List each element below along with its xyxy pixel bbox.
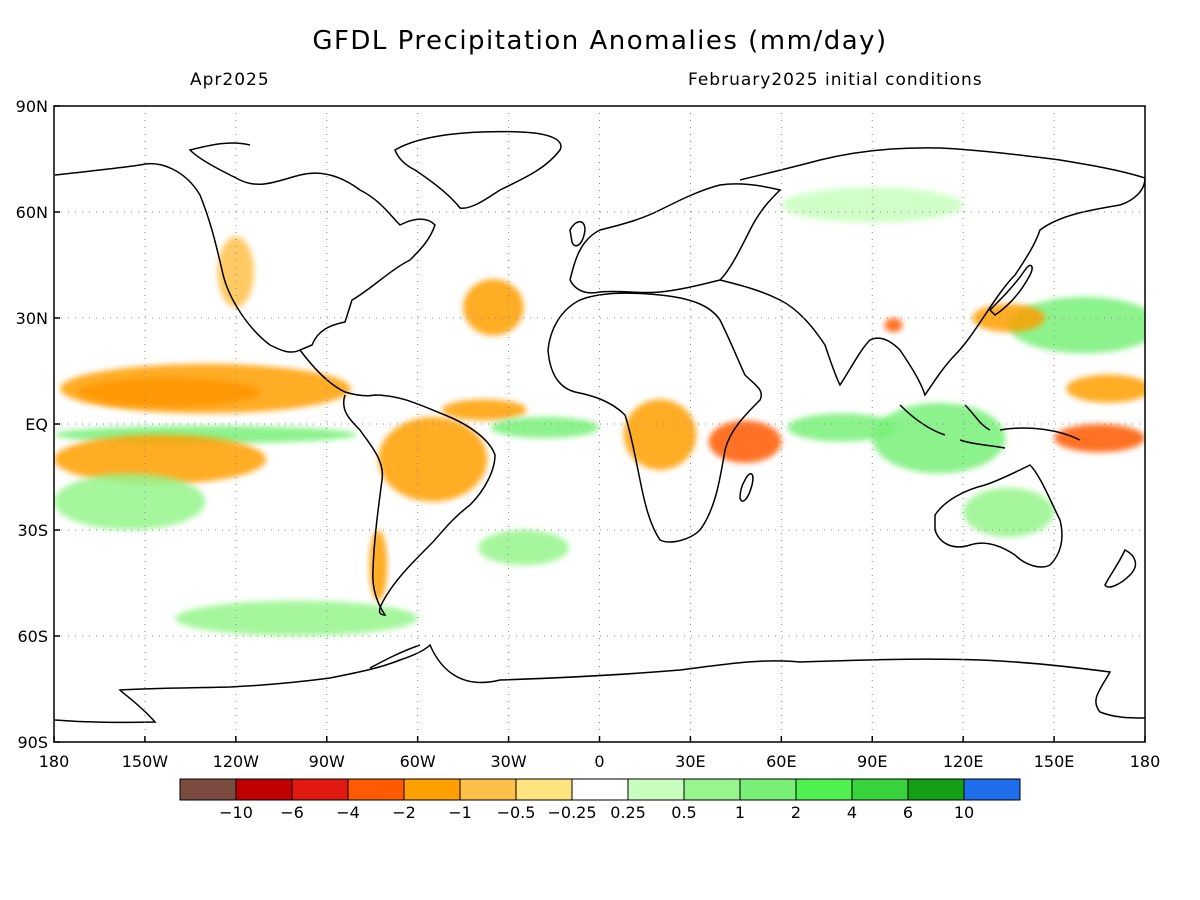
lon-label: 90W xyxy=(309,752,345,771)
colorbar-swatch xyxy=(851,778,909,801)
colorbar-swatch xyxy=(795,778,853,801)
anomaly-region-chile-dry xyxy=(369,530,388,601)
graticule xyxy=(54,106,1145,742)
anomaly-region-south-pacific-dry xyxy=(54,434,267,485)
lat-label: EQ xyxy=(25,415,48,434)
colorbar-swatch xyxy=(403,778,461,801)
anomaly-region-north-america-west-dry xyxy=(217,236,255,308)
colorbar-label: 0.25 xyxy=(610,803,646,822)
greenland-coastline xyxy=(394,130,562,209)
colorbar-swatch xyxy=(347,778,405,801)
anomaly-region-central-africa-dry xyxy=(623,399,697,470)
australia-coastline xyxy=(934,464,1063,568)
anomaly-region-maritime-continent-wet xyxy=(872,402,1006,474)
anomaly-region-north-atlantic-dry xyxy=(463,279,524,336)
north-america-coastline xyxy=(54,142,436,353)
colorbar-label: 1 xyxy=(735,803,745,822)
lon-label: 0 xyxy=(594,752,604,771)
colorbar-label: −0.5 xyxy=(497,803,536,822)
lon-label: 150W xyxy=(122,752,169,771)
lon-label: 90E xyxy=(857,752,887,771)
europe-coastline xyxy=(569,183,782,294)
anomaly-region-tibet-dry-spot xyxy=(884,318,903,333)
anomaly-region-atlantic-equatorial-wet xyxy=(490,416,600,439)
antarctica-coastline xyxy=(54,643,1145,724)
colorbar-swatch xyxy=(739,778,797,801)
coastlines xyxy=(54,130,1145,724)
lon-label: 30E xyxy=(675,752,705,771)
lat-label: 90N xyxy=(16,97,48,116)
map-title: GFDL Precipitation Anomalies (mm/day) xyxy=(312,26,888,56)
colorbar-label: −4 xyxy=(336,803,360,822)
colorbar-swatch xyxy=(179,778,237,801)
colorbar-label: −1 xyxy=(448,803,472,822)
colorbar-label: 2 xyxy=(791,803,801,822)
colorbar-swatch xyxy=(683,778,741,801)
lon-label: 180 xyxy=(1130,752,1161,771)
anomaly-region-north-pacific-wet xyxy=(1008,296,1145,354)
colorbar-label: −10 xyxy=(219,803,253,822)
colorbar-swatch xyxy=(235,778,293,801)
anomaly-region-atlantic-itcz-dry xyxy=(441,399,527,421)
colorbar-swatch xyxy=(571,778,629,801)
antarctic-peninsula-coastline xyxy=(369,644,421,669)
colorbar-label: −2 xyxy=(392,803,416,822)
anomaly-field xyxy=(54,187,1145,636)
lon-label: 150E xyxy=(1034,752,1075,771)
anomaly-region-amazon-dry xyxy=(378,416,488,502)
madagascar-coastline xyxy=(739,473,754,502)
lat-label: 60N xyxy=(16,203,48,222)
anomaly-region-west-pacific-dry xyxy=(1054,424,1145,453)
lat-label: 90S xyxy=(17,733,48,752)
longitude-labels: 180 150W 120W 90W 60W 30W 0 30E 60E 90E 120E 150E 18… xyxy=(39,736,1161,771)
colorbar-swatch xyxy=(459,778,517,801)
lon-label: 180 xyxy=(39,752,70,771)
colorbar-swatch xyxy=(963,778,1021,801)
asia-coastline xyxy=(719,147,1145,397)
anomaly-region-east-pacific-dry-band xyxy=(60,363,351,414)
colorbar-label: 0.5 xyxy=(671,803,696,822)
lon-label: 120W xyxy=(213,752,260,771)
lat-label: 30S xyxy=(17,521,48,540)
anomaly-region-south-pacific-wet xyxy=(54,473,206,530)
africa-coastline xyxy=(547,292,762,543)
anomaly-region-south-atlantic-wet xyxy=(478,530,570,566)
anomaly-region-australia-wet xyxy=(963,487,1055,538)
colorbar-swatch xyxy=(515,778,573,801)
colorbar-label: 10 xyxy=(954,803,974,822)
anomaly-region-southern-ocean-wet xyxy=(175,600,418,636)
colorbar-swatch xyxy=(907,778,965,801)
latitude-labels: 90N 60N 30N EQ 30S 60S 90S xyxy=(16,97,60,752)
anomaly-region-west-pacific-dry-north xyxy=(1066,374,1145,403)
anomaly-region-east-africa-indian-dry xyxy=(708,420,782,463)
colorbar-label: −0.25 xyxy=(547,803,596,822)
lon-label: 30W xyxy=(490,752,526,771)
lon-label: 60E xyxy=(766,752,796,771)
lon-label: 120E xyxy=(943,752,984,771)
colorbar-swatch xyxy=(291,778,349,801)
initial-conditions: February2025 initial conditions xyxy=(688,70,983,90)
colorbar-label: 6 xyxy=(903,803,913,822)
japan-coastline xyxy=(988,264,1033,316)
anomaly-region-indian-ocean-wet xyxy=(787,413,897,442)
forecast-month: Apr2025 xyxy=(190,70,270,90)
uk-coastline xyxy=(569,221,586,247)
lat-label: 30N xyxy=(16,309,48,328)
colorbar-label: −6 xyxy=(280,803,304,822)
colorbar-swatch xyxy=(627,778,685,801)
lat-label: 60S xyxy=(17,627,48,646)
south-america-coastline xyxy=(299,349,496,616)
colorbar-label: 4 xyxy=(847,803,857,822)
new-zealand-coastline xyxy=(1104,548,1137,588)
colorbar: −10 −6 −4 −2 −1 −0.5 −0.25 0.25 0.5 1 2 4 6 10 xyxy=(179,778,1021,822)
lon-label: 60W xyxy=(400,752,436,771)
